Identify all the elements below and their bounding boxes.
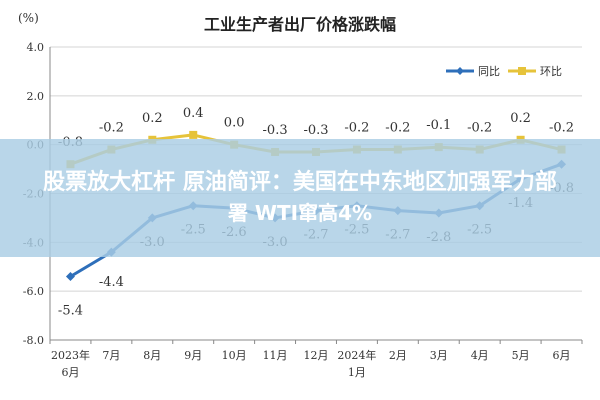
x-tick-label: 12月 bbox=[304, 349, 329, 362]
x-tick-label: 4月 bbox=[471, 349, 489, 362]
news-headline-banner[interactable]: 股票放大杠杆 原油简评：美国在中东地区加强军力部 署 WTI窜高4% bbox=[0, 139, 600, 257]
data-label: -0.3 bbox=[303, 123, 328, 138]
legend-label: 同比 bbox=[478, 65, 500, 78]
x-tick-label: 11月 bbox=[263, 349, 288, 362]
data-label: -5.4 bbox=[58, 304, 83, 319]
x-tick-label: 6月 bbox=[553, 349, 571, 362]
legend-label: 环比 bbox=[540, 65, 562, 78]
y-tick-label: -6.0 bbox=[23, 285, 44, 298]
data-label: 0.4 bbox=[183, 106, 204, 121]
y-tick-label: -8.0 bbox=[23, 334, 44, 347]
headline-line-1: 股票放大杠杆 原油简评：美国在中东地区加强军力部 bbox=[43, 170, 557, 195]
x-tick-label: 7月 bbox=[102, 349, 120, 362]
y-unit-label: (%) bbox=[18, 11, 39, 25]
data-label: 0.0 bbox=[224, 116, 245, 131]
headline-line-2: 署 WTI窜高4% bbox=[227, 201, 373, 225]
x-tick-label: 8月 bbox=[143, 349, 161, 362]
data-label: -0.2 bbox=[344, 121, 369, 136]
data-label: 0.2 bbox=[510, 111, 531, 126]
x-tick-label: 6月 bbox=[61, 366, 79, 379]
data-label: -0.1 bbox=[426, 118, 451, 133]
data-label: -0.2 bbox=[99, 121, 124, 136]
data-label: -0.2 bbox=[467, 121, 492, 136]
data-label: -0.2 bbox=[385, 121, 410, 136]
chart-title: 工业生产者出厂价格涨跌幅 bbox=[204, 15, 396, 34]
legend-marker bbox=[518, 67, 526, 75]
data-label: -0.3 bbox=[263, 123, 288, 138]
data-label: -0.2 bbox=[549, 121, 574, 136]
data-point bbox=[189, 130, 198, 139]
x-tick-label: 5月 bbox=[512, 349, 530, 362]
x-tick-label: 3月 bbox=[430, 349, 448, 362]
legend-marker bbox=[456, 67, 464, 75]
x-tick-label: 1月 bbox=[348, 366, 366, 379]
y-tick-label: 4.0 bbox=[27, 41, 45, 54]
data-point bbox=[65, 272, 75, 282]
x-tick-label: 2024年 bbox=[337, 348, 376, 362]
x-tick-label: 2月 bbox=[389, 349, 407, 362]
x-tick-label: 10月 bbox=[222, 349, 247, 362]
y-tick-label: 2.0 bbox=[27, 90, 45, 103]
x-tick-label: 9月 bbox=[184, 349, 202, 362]
data-label: -4.4 bbox=[99, 275, 124, 290]
data-label: 0.2 bbox=[142, 111, 163, 126]
x-tick-label: 2023年 bbox=[51, 348, 90, 362]
